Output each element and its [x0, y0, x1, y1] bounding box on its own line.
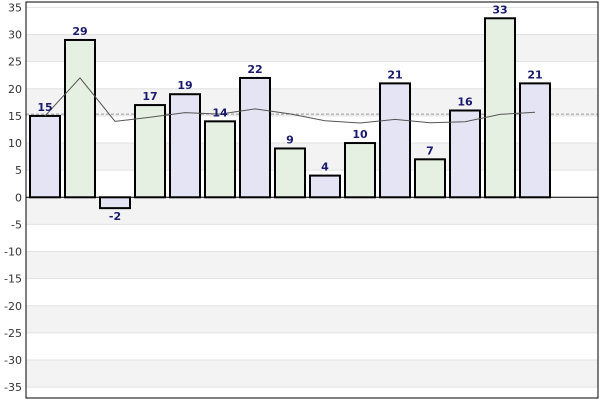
bar — [64, 38, 96, 199]
y-tick-label: 25 — [8, 56, 22, 69]
bar — [309, 174, 341, 199]
y-tick-label: 30 — [8, 29, 22, 42]
bar-value-label: 16 — [457, 95, 473, 108]
bar-value-label: 21 — [387, 68, 402, 81]
bar-value-label: -2 — [109, 210, 121, 223]
y-tick-label: 10 — [8, 137, 22, 150]
grid-band — [26, 305, 598, 333]
bar — [449, 109, 481, 199]
bar-value-label: 22 — [247, 63, 262, 76]
y-tick-label: 20 — [8, 83, 22, 96]
bar — [239, 76, 271, 199]
y-tick-label: -35 — [4, 381, 22, 394]
bar — [169, 93, 201, 199]
bar-value-label: 21 — [527, 68, 542, 81]
bar — [344, 142, 376, 199]
bar-value-label: 10 — [352, 128, 368, 141]
y-tick-label: 0 — [15, 191, 22, 204]
y-tick-label: -15 — [4, 273, 22, 286]
plot-border — [25, 1, 599, 399]
y-tick-label: 5 — [15, 164, 22, 177]
bar — [484, 17, 516, 199]
y-tick-label: -30 — [4, 354, 22, 367]
bar — [379, 82, 411, 199]
bar — [274, 147, 306, 199]
moving-average-line — [44, 77, 536, 124]
bar-value-label: 7 — [426, 144, 434, 157]
bar-value-label: 33 — [492, 3, 507, 16]
bar — [204, 120, 236, 199]
y-tick-label: -20 — [4, 300, 22, 313]
bar — [519, 82, 551, 199]
y-tick-label: -10 — [4, 246, 22, 259]
y-tick-label: -25 — [4, 327, 22, 340]
grid-band — [26, 360, 598, 388]
bar — [29, 114, 61, 199]
bar-value-label: 15 — [37, 101, 52, 114]
bar-value-label: 29 — [72, 25, 87, 38]
grid-band — [26, 251, 598, 279]
bar-value-label: 9 — [286, 133, 294, 146]
bar — [99, 196, 131, 210]
bar-value-label: 14 — [212, 106, 228, 119]
bar — [134, 104, 166, 199]
y-tick-label: 15 — [8, 110, 22, 123]
bar-value-label: 4 — [321, 161, 329, 174]
bar-value-label: 17 — [142, 90, 157, 103]
bar — [414, 158, 446, 199]
bar-value-label: 19 — [177, 79, 192, 92]
y-tick-label: 35 — [8, 1, 22, 14]
y-tick-label: -5 — [11, 218, 22, 231]
